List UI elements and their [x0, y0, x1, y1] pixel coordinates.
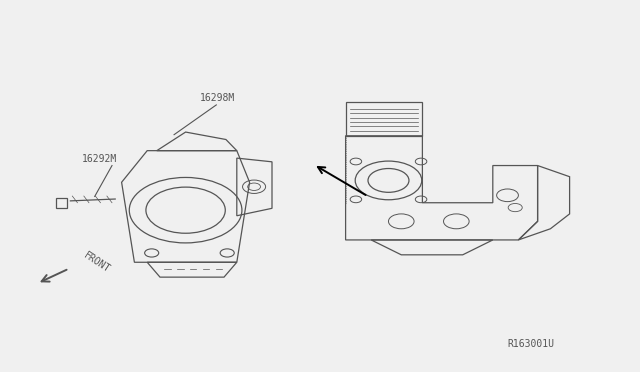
Text: 16292M: 16292M: [81, 154, 117, 164]
Text: FRONT: FRONT: [82, 250, 112, 275]
Text: 16298M: 16298M: [200, 93, 236, 103]
Text: R163001U: R163001U: [508, 339, 555, 349]
